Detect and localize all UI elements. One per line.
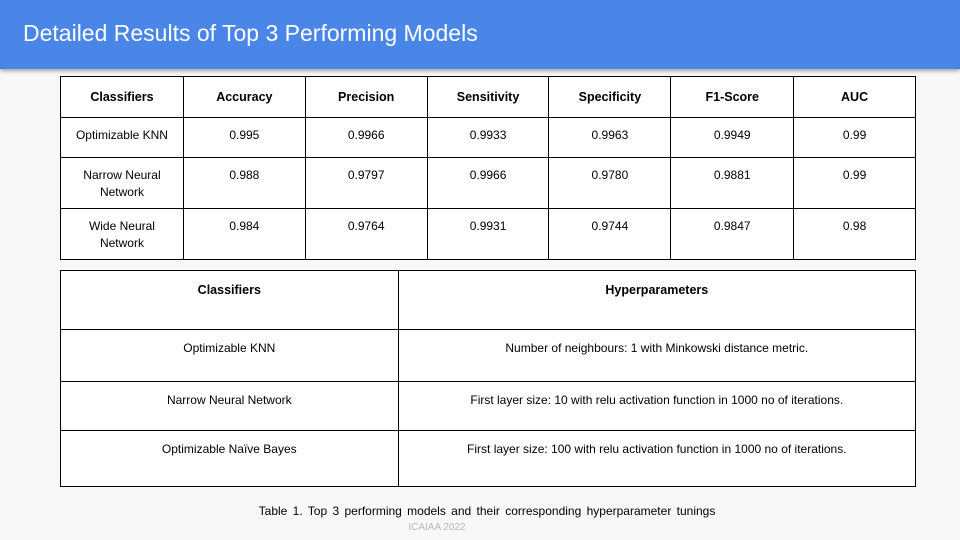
classifier-cell: Narrow Neural Network (60, 157, 184, 209)
accuracy-cell: 0.995 (182, 117, 306, 158)
hyperparameter-cell: First layer size: 10 with relu activatio… (397, 381, 917, 431)
table-row: Narrow Neural Network First layer size: … (60, 381, 917, 431)
hyperparameter-cell: First layer size: 100 with relu activati… (397, 430, 917, 487)
classifier-cell: Optimizable KNN (60, 117, 184, 158)
auc-cell: 0.99 (793, 157, 916, 209)
specificity-cell: 0.9780 (548, 157, 672, 209)
table-header-row: Classifiers Accuracy Precision Sensitivi… (60, 76, 916, 118)
sensitivity-cell: 0.9931 (426, 208, 550, 260)
header-classifiers: Classifiers (60, 270, 399, 330)
specificity-cell: 0.9963 (548, 117, 672, 158)
slide-title: Detailed Results of Top 3 Performing Mod… (23, 20, 478, 46)
table-row: Narrow Neural Network 0.988 0.9797 0.996… (60, 157, 916, 209)
auc-cell: 0.99 (793, 117, 916, 158)
specificity-cell: 0.9744 (548, 208, 672, 260)
header-sensitivity: Sensitivity (426, 76, 550, 118)
precision-cell: 0.9966 (304, 117, 428, 158)
accuracy-cell: 0.984 (182, 208, 306, 260)
table-header-row: Classifiers Hyperparameters (60, 270, 917, 330)
classifier-cell: Optimizable Naïve Bayes (60, 430, 399, 487)
table-caption: Table 1. Top 3 performing models and the… (258, 504, 716, 518)
metrics-table: Classifiers Accuracy Precision Sensitivi… (60, 76, 916, 260)
classifier-cell: Wide Neural Network (60, 208, 184, 260)
header-classifiers: Classifiers (60, 76, 184, 118)
sensitivity-cell: 0.9966 (426, 157, 550, 209)
header-accuracy: Accuracy (182, 76, 306, 118)
f1-score-cell: 0.9949 (670, 117, 795, 158)
table-row: Optimizable KNN Number of neighbours: 1 … (60, 329, 917, 382)
table-row: Wide Neural Network 0.984 0.9764 0.9931 … (60, 208, 916, 260)
classifier-cell: Optimizable KNN (60, 329, 399, 382)
header-specificity: Specificity (548, 76, 672, 118)
header-auc: AUC (793, 76, 916, 118)
accuracy-cell: 0.988 (182, 157, 306, 209)
header-hyperparameters: Hyperparameters (397, 270, 917, 330)
footer-text: ICAIAA 2022 (408, 522, 466, 533)
classifier-cell: Narrow Neural Network (60, 381, 399, 431)
sensitivity-cell: 0.9933 (426, 117, 550, 158)
f1-score-cell: 0.9847 (670, 208, 795, 260)
auc-cell: 0.98 (793, 208, 916, 260)
table-row: Optimizable Naïve Bayes First layer size… (60, 430, 917, 487)
precision-cell: 0.9764 (304, 208, 428, 260)
slide-header: Detailed Results of Top 3 Performing Mod… (0, 0, 960, 69)
header-precision: Precision (304, 76, 428, 118)
f1-score-cell: 0.9881 (670, 157, 795, 209)
header-f1-score: F1-Score (670, 76, 795, 118)
precision-cell: 0.9797 (304, 157, 428, 209)
table-row: Optimizable KNN 0.995 0.9966 0.9933 0.99… (60, 117, 916, 158)
hyperparameter-cell: Number of neighbours: 1 with Minkowski d… (397, 329, 917, 382)
hyperparameters-table: Classifiers Hyperparameters Optimizable … (60, 270, 917, 487)
